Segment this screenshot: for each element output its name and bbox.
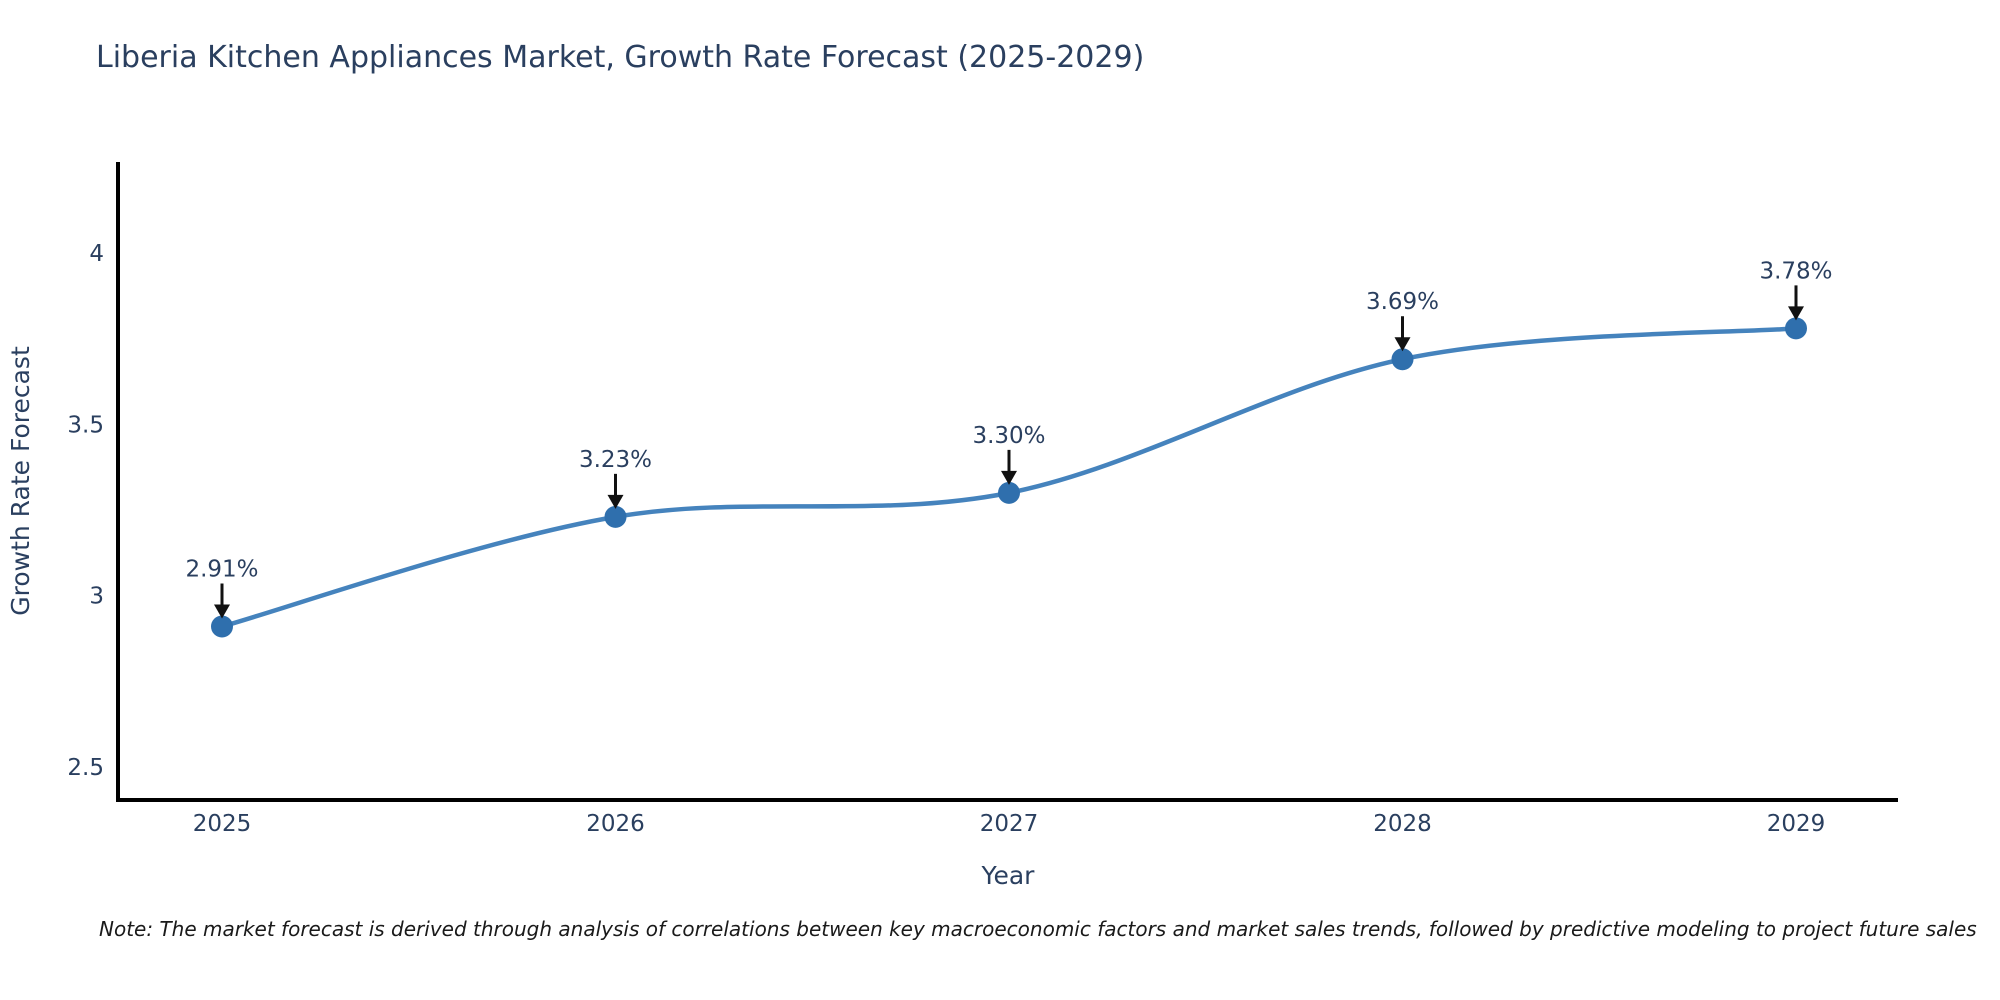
point-value-label: 3.30% [972,423,1045,449]
annotation-arrow-head [607,494,624,509]
y-tick-label: 3.5 [67,412,104,438]
data-point-2026[interactable] [604,505,627,528]
y-axis-title: Growth Rate Forecast [6,346,35,616]
y-tick-label: 3 [89,584,104,610]
annotation-arrow-head [214,604,230,619]
annotation-arrow-head [1394,337,1411,352]
x-tick-label: 2029 [1767,811,1826,837]
point-value-label: 3.78% [1759,258,1832,284]
chart-title: Liberia Kitchen Appliances Market, Growt… [96,40,1145,75]
x-tick-label: 2027 [980,811,1039,837]
x-axis-title: Year [981,861,1036,890]
footnote: Note: The market forecast is derived thr… [99,917,1977,941]
x-tick-label: 2025 [193,811,252,837]
x-tick-label: 2026 [586,811,645,837]
annotation-arrow-head [1001,470,1017,485]
point-value-label: 2.91% [185,557,258,583]
point-value-label: 3.23% [579,447,652,473]
data-point-2025[interactable] [211,615,233,638]
x-tick-label: 2028 [1373,811,1432,837]
y-tick-label: 4 [89,241,104,267]
data-point-2029[interactable] [1785,317,1807,340]
data-point-2027[interactable] [998,481,1020,504]
data-point-2028[interactable] [1391,348,1414,371]
annotation-arrow-head [1788,306,1804,321]
point-value-label: 3.69% [1366,289,1439,315]
y-tick-label: 2.5 [67,755,104,781]
